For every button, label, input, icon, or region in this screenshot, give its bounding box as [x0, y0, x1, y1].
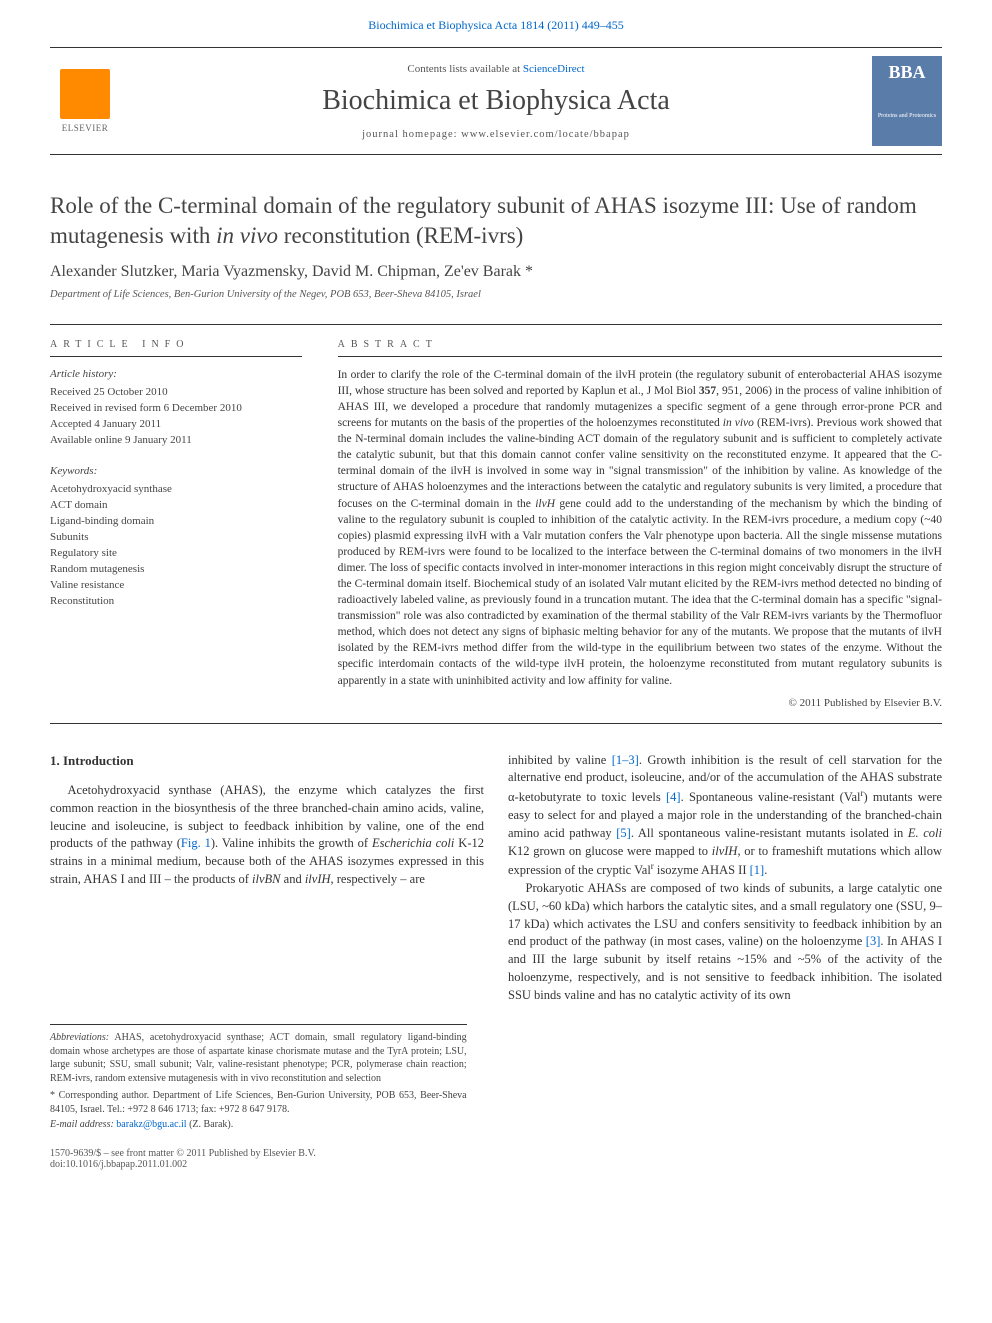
- front-matter: 1570-9639/$ – see front matter © 2011 Pu…: [50, 1148, 316, 1159]
- abbrev-head: Abbreviations:: [50, 1032, 109, 1043]
- p2h: isozyme AHAS II: [654, 863, 750, 877]
- p2it2: ilvIH: [712, 844, 738, 858]
- p1d: and: [281, 872, 305, 886]
- journal-title: Biochimica et Biophysica Acta: [120, 85, 872, 117]
- abs-it2: ilvH: [535, 498, 555, 510]
- ref-4-link[interactable]: [4]: [666, 790, 681, 804]
- p1it1: Escherichia coli: [372, 836, 454, 850]
- contents-prefix: Contents lists available at: [407, 63, 522, 75]
- history-revised: Received in revised form 6 December 2010: [50, 401, 302, 417]
- column-left: 1. Introduction Acetohydroxyacid synthas…: [50, 752, 484, 1005]
- keyword: Subunits: [50, 530, 302, 546]
- abs-t4: (REM-ivrs). Previous work showed that th…: [338, 417, 942, 509]
- p1e: , respectively – are: [331, 872, 425, 886]
- p2i: .: [764, 863, 767, 877]
- ref-1-link[interactable]: [1]: [750, 863, 765, 877]
- email-tail: (Z. Barak).: [187, 1119, 234, 1130]
- email-label: E-mail address:: [50, 1119, 116, 1130]
- fig1-link[interactable]: Fig. 1: [181, 836, 211, 850]
- keyword: ACT domain: [50, 498, 302, 514]
- p1b: ). Valine inhibits the growth of: [211, 836, 372, 850]
- abstract-heading: ABSTRACT: [338, 339, 942, 357]
- footnotes: Abbreviations: AHAS, acetohydroxyacid sy…: [50, 1024, 467, 1132]
- intro-paragraph-1-cont: inhibited by valine [1–3]. Growth inhibi…: [508, 752, 942, 881]
- ref-5-link[interactable]: [5]: [616, 826, 631, 840]
- ref-3-link[interactable]: [3]: [866, 934, 881, 948]
- p2f: K12 grown on glucose were mapped to: [508, 844, 712, 858]
- abbrev-body: AHAS, acetohydroxyacid synthase; ACT dom…: [50, 1032, 467, 1084]
- article-history: Article history: Received 25 October 201…: [50, 367, 302, 449]
- email-link[interactable]: barakz@bgu.ac.il: [116, 1119, 186, 1130]
- article-info-heading: ARTICLE INFO: [50, 339, 302, 357]
- keywords-subhead: Keywords:: [50, 464, 302, 480]
- abstract-text: In order to clarify the role of the C-te…: [338, 367, 942, 689]
- title-italic: in vivo: [216, 223, 278, 248]
- elsevier-label: ELSEVIER: [62, 123, 109, 133]
- divider: [50, 723, 942, 724]
- p2e: . All spontaneous valine-resistant mutan…: [631, 826, 908, 840]
- abstract: ABSTRACT In order to clarify the role of…: [318, 325, 942, 723]
- ref-1-3-link[interactable]: [1–3]: [612, 753, 639, 767]
- p2a: inhibited by valine: [508, 753, 612, 767]
- intro-paragraph-2: Prokaryotic AHASs are composed of two ki…: [508, 880, 942, 1004]
- elsevier-tree-icon: [60, 69, 110, 119]
- abstract-copyright: © 2011 Published by Elsevier B.V.: [338, 697, 942, 709]
- abs-it1: in vivo: [723, 417, 754, 429]
- authors: Alexander Slutzker, Maria Vyazmensky, Da…: [50, 263, 942, 281]
- keyword: Ligand-binding domain: [50, 514, 302, 530]
- abs-t8: mutation confers the Val: [541, 530, 658, 542]
- doi: doi:10.1016/j.bbapap.2011.01.002: [50, 1159, 316, 1170]
- history-accepted: Accepted 4 January 2011: [50, 417, 302, 433]
- bottom-bar: 1570-9639/$ – see front matter © 2011 Pu…: [50, 1148, 942, 1170]
- email-line: E-mail address: barakz@bgu.ac.il (Z. Bar…: [50, 1118, 467, 1132]
- keyword: Acetohydroxyacid synthase: [50, 482, 302, 498]
- keyword: Valine resistance: [50, 578, 302, 594]
- keyword: Reconstitution: [50, 594, 302, 610]
- sciencedirect-link[interactable]: ScienceDirect: [523, 63, 585, 75]
- masthead: ELSEVIER Contents lists available at Sci…: [50, 47, 942, 155]
- bba-label: BBA: [888, 62, 925, 83]
- corresponding-author: * Corresponding author. Department of Li…: [50, 1089, 467, 1116]
- intro-heading: 1. Introduction: [50, 752, 484, 770]
- elsevier-logo: ELSEVIER: [50, 62, 120, 140]
- top-citation: Biochimica et Biophysica Acta 1814 (2011…: [0, 0, 992, 47]
- p2it1: E. coli: [908, 826, 942, 840]
- affiliation: Department of Life Sciences, Ben-Gurion …: [50, 289, 942, 300]
- journal-homepage: journal homepage: www.elsevier.com/locat…: [120, 129, 872, 140]
- intro-paragraph-1: Acetohydroxyacid synthase (AHAS), the en…: [50, 782, 484, 889]
- keywords: Keywords: Acetohydroxyacid synthase ACT …: [50, 464, 302, 609]
- contents-line: Contents lists available at ScienceDirec…: [120, 63, 872, 75]
- history-online: Available online 9 January 2011: [50, 433, 302, 449]
- column-right: inhibited by valine [1–3]. Growth inhibi…: [508, 752, 942, 1005]
- abbreviations: Abbreviations: AHAS, acetohydroxyacid sy…: [50, 1031, 467, 1085]
- article-info: ARTICLE INFO Article history: Received 2…: [50, 325, 318, 723]
- bba-sublabel: Proteins and Proteomics: [878, 113, 936, 119]
- history-received: Received 25 October 2010: [50, 385, 302, 401]
- keyword: Regulatory site: [50, 546, 302, 562]
- info-abstract-row: ARTICLE INFO Article history: Received 2…: [50, 324, 942, 723]
- body-columns: 1. Introduction Acetohydroxyacid synthas…: [50, 752, 942, 1005]
- bba-cover-icon: BBA Proteins and Proteomics: [872, 56, 942, 146]
- bottom-left: 1570-9639/$ – see front matter © 2011 Pu…: [50, 1148, 316, 1170]
- masthead-center: Contents lists available at ScienceDirec…: [120, 63, 872, 140]
- p1it3: ilvIH: [305, 872, 331, 886]
- title-part-b: reconstitution (REM-ivrs): [278, 223, 523, 248]
- article-title: Role of the C-terminal domain of the reg…: [50, 191, 942, 251]
- abs-bold: 357: [699, 385, 716, 397]
- keyword: Random mutagenesis: [50, 562, 302, 578]
- p2c: . Spontaneous valine-resistant (Val: [681, 790, 861, 804]
- p1it2: ilvBN: [252, 872, 280, 886]
- history-subhead: Article history:: [50, 367, 302, 383]
